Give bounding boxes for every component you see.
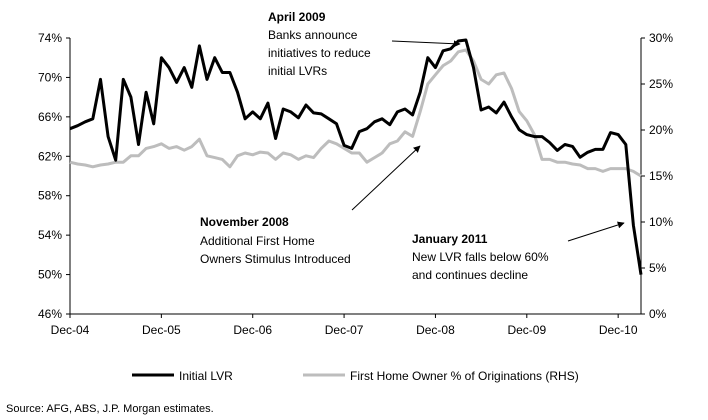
- annotation-april-2009-line-2: initiatives to reduce: [268, 46, 371, 60]
- annotation-january-2011: January 2011 New LVR falls below 60% and…: [412, 221, 625, 282]
- right-tick-label: 15%: [649, 169, 673, 183]
- legend-label-first-home-owner: First Home Owner % of Originations (RHS): [350, 369, 579, 383]
- annotation-january-2011-title: January 2011: [412, 232, 488, 246]
- right-tick-label: 5%: [649, 261, 667, 275]
- right-tick-label: 20%: [649, 123, 673, 137]
- source-note: Source: AFG, ABS, J.P. Morgan estimates.: [6, 403, 214, 415]
- series-line-initial-lvr: [69, 38, 643, 275]
- annotation-november-2008-title: November 2008: [200, 215, 289, 229]
- annotation-november-2008: November 2008 Additional First Home Owne…: [200, 145, 421, 266]
- legend: Initial LVR First Home Owner % of Origin…: [132, 369, 579, 383]
- x-tick-label: Dec-06: [233, 323, 272, 337]
- annotation-november-2008-arrow: [351, 145, 421, 211]
- left-tick-label: 74%: [38, 31, 62, 45]
- annotation-april-2009-arrow: [391, 40, 461, 48]
- x-tick-label: Dec-05: [142, 323, 181, 337]
- annotation-january-2011-line-2: and continues decline: [412, 268, 528, 282]
- left-tick-label: 58%: [38, 189, 62, 203]
- left-tick-label: 70%: [38, 70, 62, 84]
- annotation-april-2009-title: April 2009: [268, 10, 326, 24]
- right-tick-label: 10%: [649, 215, 673, 229]
- annotation-april-2009: April 2009 Banks announce initiatives to…: [268, 10, 461, 78]
- x-tick-label: Dec-09: [507, 323, 546, 337]
- left-tick-label: 46%: [38, 307, 62, 321]
- annotation-april-2009-line-1: Banks announce: [268, 28, 358, 42]
- right-tick-label: 25%: [649, 77, 673, 91]
- right-tick-label: 30%: [649, 31, 673, 45]
- x-tick-label: Dec-04: [51, 323, 90, 337]
- x-tick-label: Dec-10: [599, 323, 638, 337]
- x-axis-ticks: Dec-04 Dec-05 Dec-06 Dec-07 Dec-08 Dec-09 Dec-…: [51, 314, 638, 337]
- left-tick-label: 50%: [38, 268, 62, 282]
- annotation-january-2011-arrow: [567, 221, 625, 242]
- series-line-first-home-owner: [69, 48, 642, 178]
- right-tick-label: 0%: [649, 307, 667, 321]
- annotation-november-2008-line-2: Owners Stimulus Introduced: [200, 252, 351, 266]
- annotation-january-2011-line-1: New LVR falls below 60%: [412, 250, 549, 264]
- x-tick-label: Dec-07: [325, 323, 364, 337]
- annotation-april-2009-line-3: initial LVRs: [268, 64, 327, 78]
- legend-label-initial-lvr: Initial LVR: [179, 369, 233, 383]
- left-tick-label: 66%: [38, 110, 62, 124]
- left-tick-label: 54%: [38, 228, 62, 242]
- left-tick-label: 62%: [38, 149, 62, 163]
- annotation-november-2008-line-1: Additional First Home: [200, 234, 315, 248]
- left-axis-ticks: 74% 70% 66% 62% 58% 54% 50% 46%: [38, 31, 70, 321]
- right-axis-ticks: 30% 25% 20% 15% 10% 5% 0%: [641, 31, 673, 321]
- x-tick-label: Dec-08: [416, 323, 455, 337]
